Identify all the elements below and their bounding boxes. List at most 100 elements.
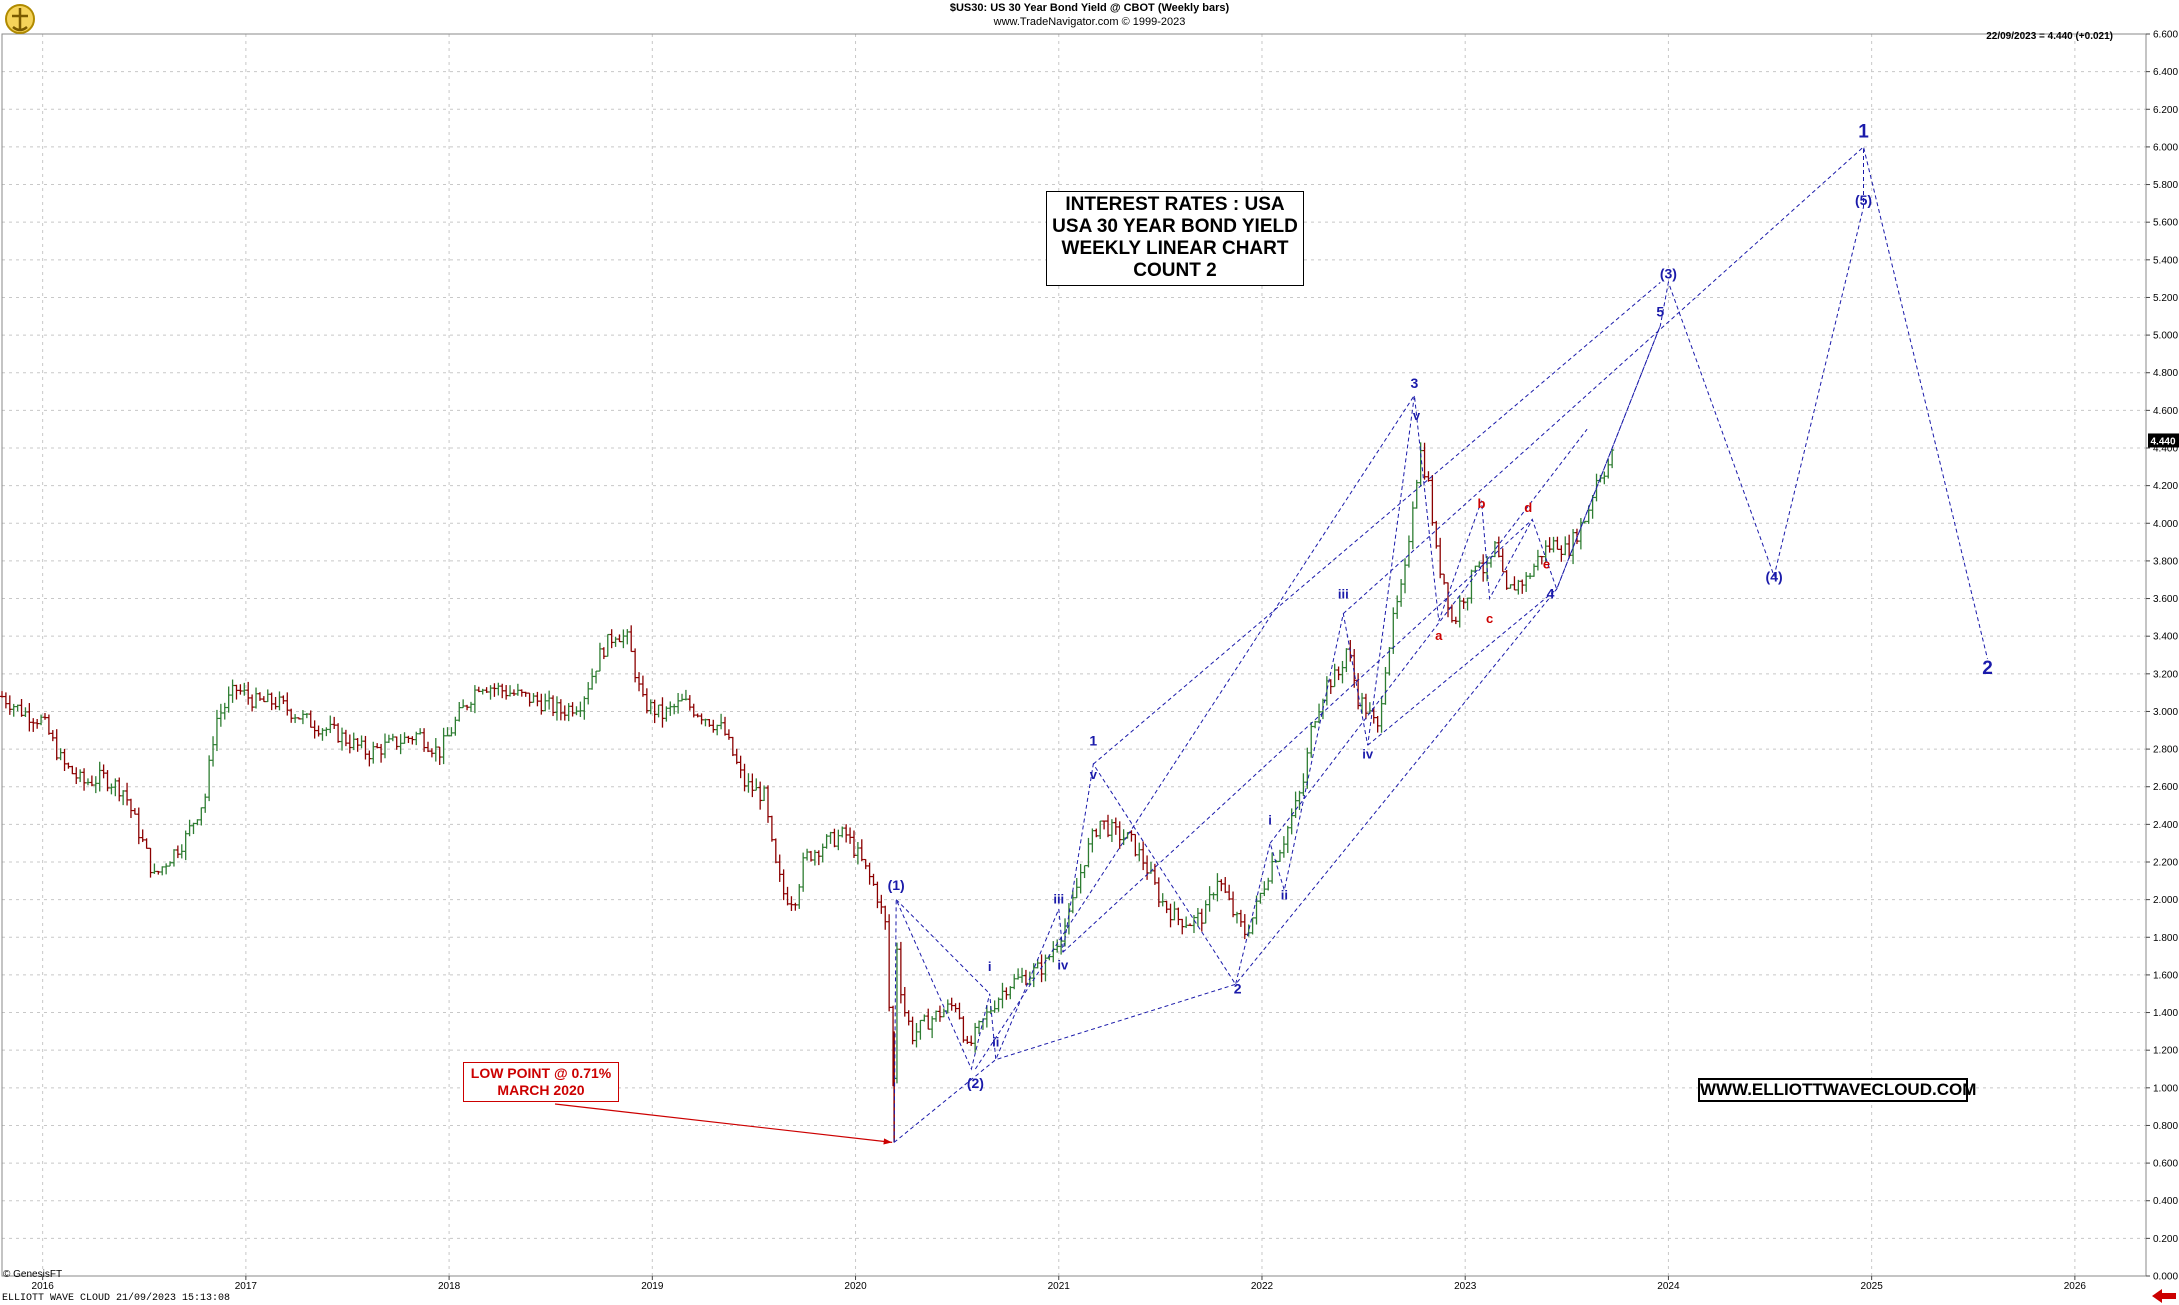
ohlc-bar xyxy=(1403,558,1408,594)
ohlc-bar xyxy=(31,718,36,732)
ohlc-bar xyxy=(742,763,747,792)
ohlc-bar xyxy=(922,1014,927,1022)
ohlc-bar xyxy=(1379,696,1384,733)
x-axis: 2016 2017 2018 2019 2020 2021 2022 2023 2024 2025… xyxy=(32,1276,2087,1292)
x-tick-label: 2026 xyxy=(2064,1281,2087,1292)
ohlc-bar xyxy=(1176,907,1181,926)
ohlc-bar xyxy=(1496,536,1501,558)
y-tick-label: 6.400 xyxy=(2153,67,2178,78)
ohlc-bar xyxy=(1117,821,1122,849)
ohlc-bar xyxy=(656,704,661,718)
ohlc-bar xyxy=(1438,537,1443,579)
ohlc-bar xyxy=(410,736,415,745)
ohlc-bar xyxy=(234,684,239,700)
ohlc-bar xyxy=(1070,890,1075,914)
ohlc-bar xyxy=(46,714,51,735)
ohlc-bar xyxy=(132,808,137,815)
ohlc-bar xyxy=(695,713,700,718)
wave-label: 2 xyxy=(1234,981,1242,997)
ohlc-bar xyxy=(1410,501,1415,550)
ohlc-bar xyxy=(543,693,548,712)
footer-timestamp: ELLIOTT WAVE CLOUD 21/09/2023 15:13:08 xyxy=(2,1293,231,1304)
ohlc-bar xyxy=(1188,923,1193,927)
y-tick-label: 5.200 xyxy=(2153,293,2178,304)
ohlc-bar xyxy=(597,642,602,672)
ohlc-bar xyxy=(789,896,794,911)
y-tick-label: 1.200 xyxy=(2153,1046,2178,1057)
ohlc-bar xyxy=(125,782,130,806)
ohlc-bar xyxy=(945,999,950,1014)
ohlc-bar xyxy=(429,748,434,758)
ohlc-bar xyxy=(97,761,102,792)
ohlc-bar xyxy=(363,735,368,760)
ohlc-bar xyxy=(1215,873,1220,902)
ohlc-bar xyxy=(953,1003,958,1013)
ohlc-bar xyxy=(797,884,802,909)
ohlc-bar xyxy=(11,703,16,717)
ohlc-bar xyxy=(324,727,329,737)
ohlc-bar xyxy=(746,773,751,793)
ohlc-bar xyxy=(222,702,227,720)
ohlc-bar xyxy=(257,692,262,701)
wave-label: 4 xyxy=(1547,586,1555,602)
wave-label: (5) xyxy=(1855,192,1872,208)
ohlc-bar xyxy=(730,736,735,757)
ohlc-bar xyxy=(1152,863,1157,885)
low-point-arrowhead xyxy=(883,1138,893,1145)
ohlc-bar xyxy=(1004,987,1009,1000)
x-tick-label: 2017 xyxy=(235,1281,258,1292)
wave-label: i xyxy=(988,959,992,974)
ohlc-bar xyxy=(527,692,532,707)
ohlc-bar xyxy=(242,682,247,696)
ohlc-bar xyxy=(1207,886,1212,912)
ohlc-bar xyxy=(1500,548,1505,573)
ohlc-bar xyxy=(289,708,294,723)
ohlc-bar xyxy=(719,713,724,730)
ohlc-bar xyxy=(1055,939,1060,953)
ohlc-bar xyxy=(1172,901,1177,921)
ohlc-bar xyxy=(312,720,317,739)
ohlc-bar xyxy=(1148,861,1153,874)
y-tick-label: 4.800 xyxy=(2153,368,2178,379)
ohlc-bar xyxy=(605,633,610,657)
x-tick-label: 2024 xyxy=(1657,1281,1680,1292)
ohlc-bar xyxy=(1297,790,1302,810)
annotations: 4.440 xyxy=(554,433,2179,1303)
ohlc-bar xyxy=(508,685,513,697)
ohlc-bar xyxy=(58,748,63,761)
ohlc-bar xyxy=(140,829,145,843)
ohlc-bar xyxy=(754,778,759,791)
ohlc-bar xyxy=(304,713,309,719)
wave-label: v xyxy=(1090,767,1098,782)
ohlc-bar xyxy=(238,684,243,695)
x-tick-label: 2019 xyxy=(641,1281,664,1292)
grid-lines xyxy=(2,33,2146,1277)
ohlc-bar xyxy=(570,702,575,717)
ohlc-bar xyxy=(148,847,153,878)
wave-line xyxy=(1092,282,1661,765)
ohlc-bar xyxy=(128,798,133,819)
ohlc-bar xyxy=(85,778,90,786)
ohlc-bar xyxy=(336,723,341,743)
ohlc-bar xyxy=(468,701,473,712)
ohlc-bar xyxy=(996,997,1001,1012)
ohlc-bar xyxy=(1375,715,1380,733)
ohlc-bar xyxy=(1461,597,1466,609)
x-tick-label: 2016 xyxy=(32,1281,55,1292)
ohlc-bar xyxy=(863,858,868,870)
ohlc-bar xyxy=(621,629,626,649)
ohlc-bar xyxy=(699,713,704,725)
x-tick-label: 2023 xyxy=(1454,1281,1477,1292)
ohlc-bar xyxy=(1606,459,1611,479)
copyright-label: © GenesisFT xyxy=(3,1269,63,1280)
y-tick-label: 3.600 xyxy=(2153,594,2178,605)
ohlc-bar xyxy=(531,693,536,703)
ohlc-bar xyxy=(937,1005,942,1022)
ohlc-bar xyxy=(39,714,44,726)
y-tick-label: 0.000 xyxy=(2153,1272,2178,1283)
ohlc-bar xyxy=(1168,903,1173,928)
ohlc-bar xyxy=(672,703,677,715)
ohlc-bar xyxy=(1258,892,1263,904)
ohlc-bar xyxy=(769,815,774,842)
ohlc-bar xyxy=(738,755,743,779)
